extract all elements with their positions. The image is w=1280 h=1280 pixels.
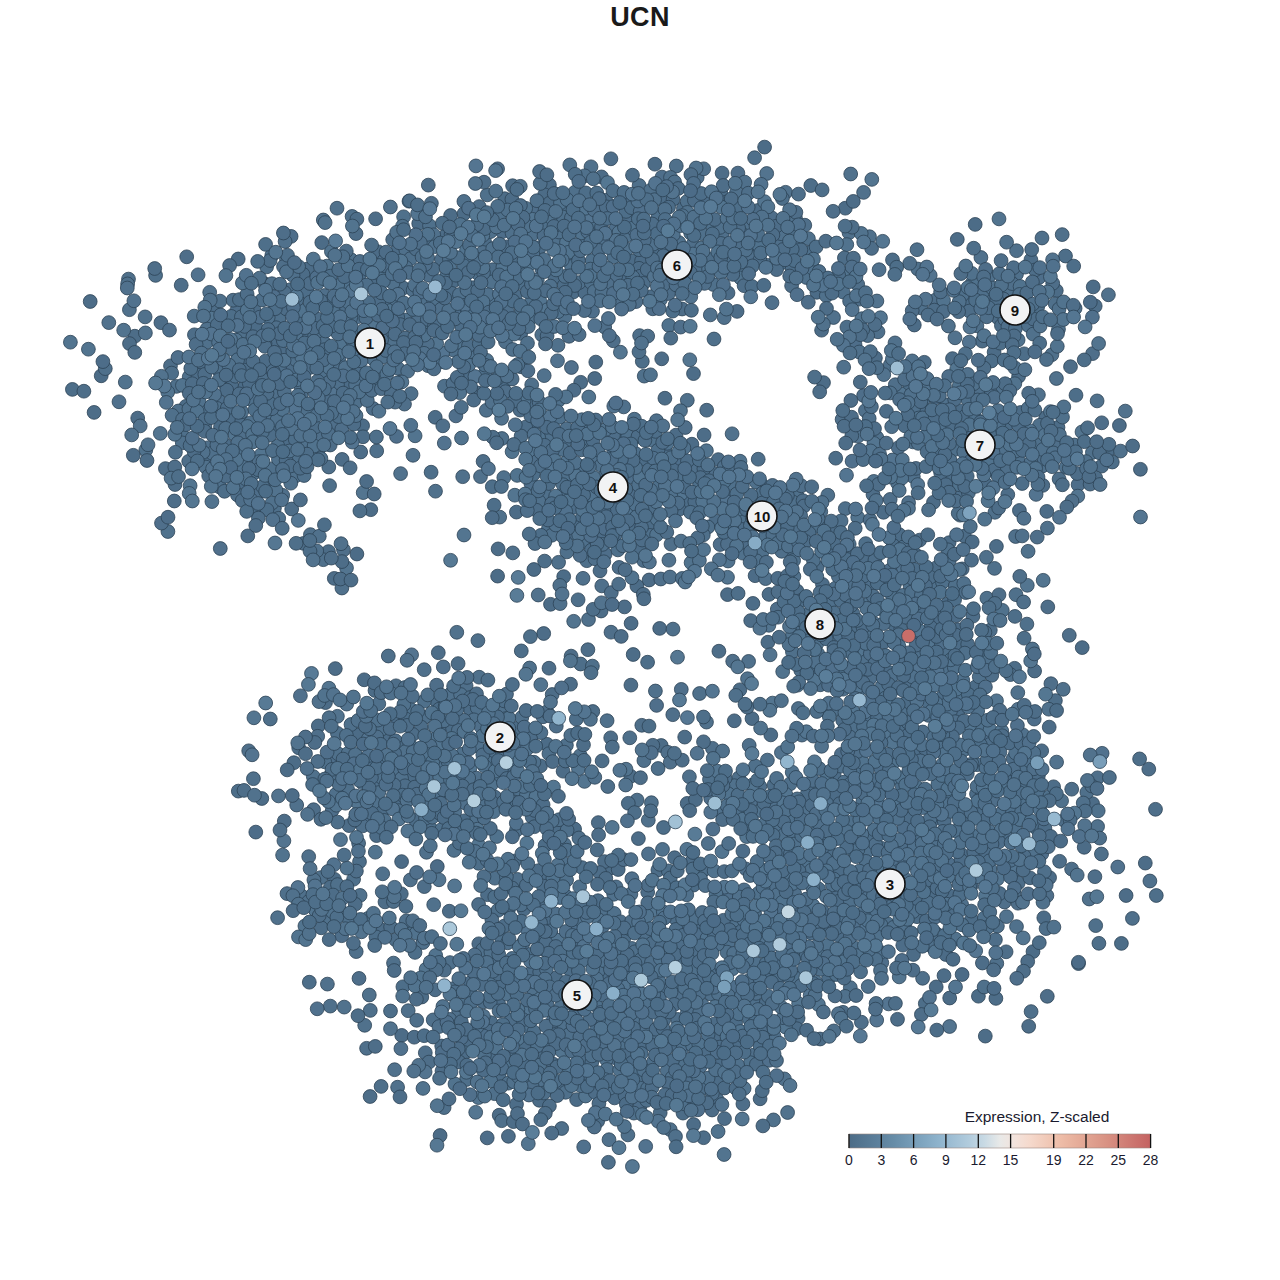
svg-text:25: 25 xyxy=(1111,1152,1127,1168)
svg-text:3: 3 xyxy=(877,1152,885,1168)
svg-text:28: 28 xyxy=(1143,1152,1159,1168)
svg-text:2: 2 xyxy=(496,729,504,746)
svg-text:15: 15 xyxy=(1003,1152,1019,1168)
svg-text:8: 8 xyxy=(816,616,824,633)
svg-text:9: 9 xyxy=(1011,302,1019,319)
svg-text:7: 7 xyxy=(976,437,984,454)
svg-text:6: 6 xyxy=(910,1152,918,1168)
svg-text:12: 12 xyxy=(971,1152,987,1168)
svg-text:Expression, Z-scaled: Expression, Z-scaled xyxy=(965,1108,1110,1125)
svg-text:19: 19 xyxy=(1046,1152,1062,1168)
svg-text:1: 1 xyxy=(366,335,374,352)
svg-text:9: 9 xyxy=(942,1152,950,1168)
svg-text:3: 3 xyxy=(886,876,894,893)
svg-text:4: 4 xyxy=(609,479,618,496)
svg-text:5: 5 xyxy=(573,987,581,1004)
svg-text:22: 22 xyxy=(1078,1152,1094,1168)
svg-text:10: 10 xyxy=(754,508,771,525)
svg-text:6: 6 xyxy=(673,257,681,274)
svg-text:0: 0 xyxy=(845,1152,853,1168)
